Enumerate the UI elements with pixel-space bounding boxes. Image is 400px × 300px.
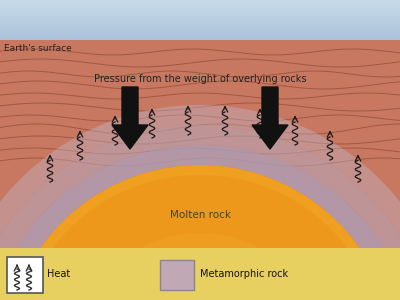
Wedge shape	[73, 233, 327, 300]
Polygon shape	[0, 145, 400, 300]
Wedge shape	[44, 204, 356, 300]
Text: Earth's surface: Earth's surface	[4, 44, 72, 53]
Text: Heat: Heat	[47, 269, 70, 279]
Wedge shape	[5, 165, 395, 300]
Text: Metamorphic rock: Metamorphic rock	[200, 269, 288, 279]
Polygon shape	[0, 40, 400, 250]
FancyBboxPatch shape	[160, 260, 194, 290]
Polygon shape	[252, 87, 288, 149]
Wedge shape	[112, 272, 288, 300]
Polygon shape	[0, 248, 400, 300]
Text: Pressure from the weight of overlying rocks: Pressure from the weight of overlying ro…	[94, 74, 306, 84]
FancyBboxPatch shape	[7, 257, 43, 293]
Polygon shape	[0, 105, 400, 300]
Polygon shape	[112, 87, 148, 149]
Polygon shape	[0, 125, 400, 300]
Text: Molten rock: Molten rock	[170, 210, 230, 220]
Wedge shape	[15, 175, 385, 300]
